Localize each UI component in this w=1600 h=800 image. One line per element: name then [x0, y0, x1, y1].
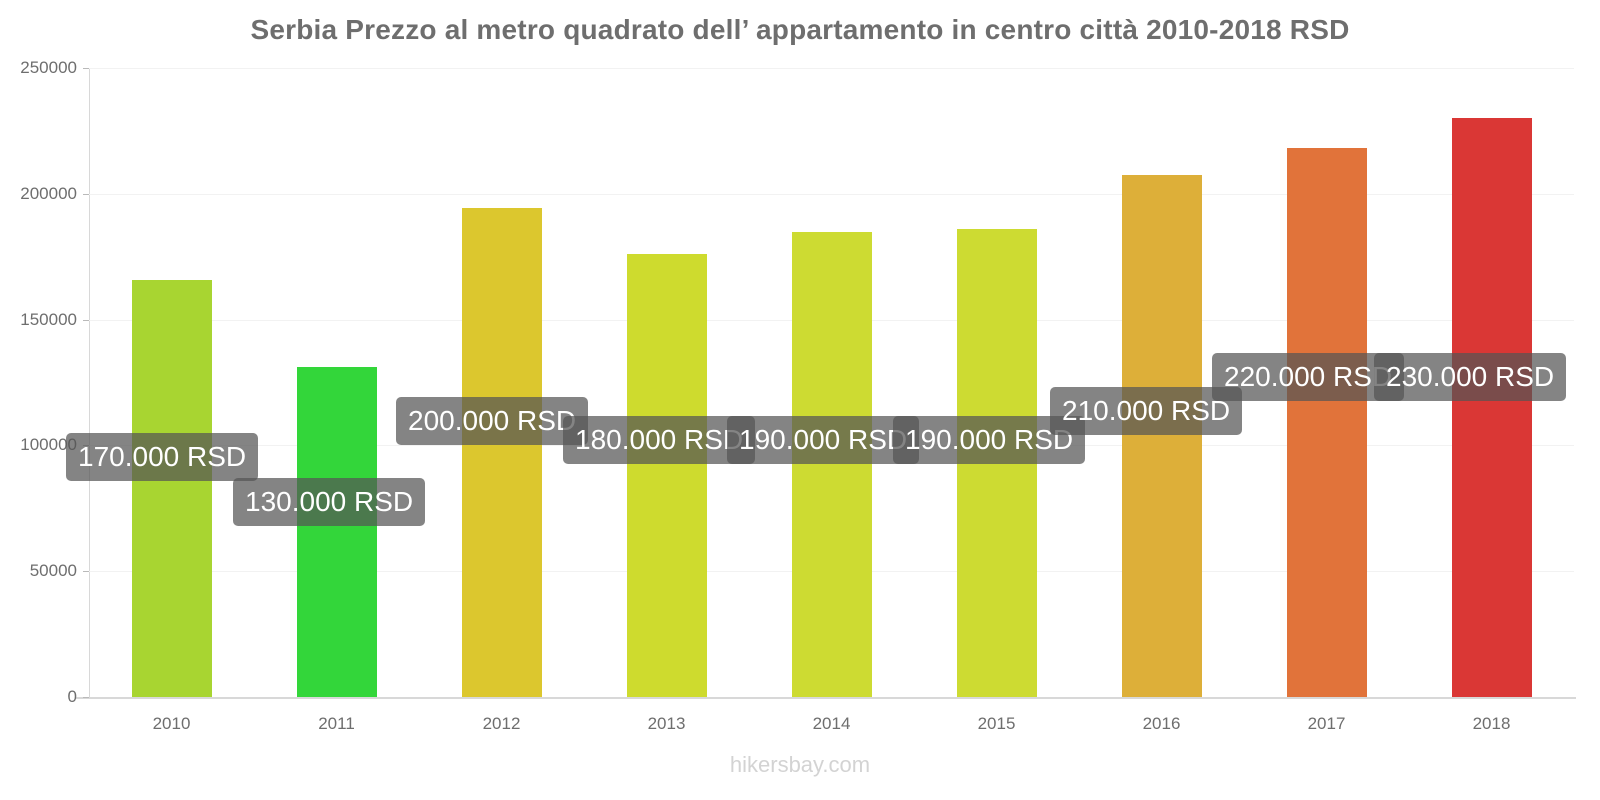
- x-axis-tick-label: 2018: [1472, 714, 1511, 733]
- x-axis-tick-label: 2012: [482, 714, 521, 733]
- x-axis-tick-label: 2014: [812, 714, 851, 733]
- y-axis-tick-label: 0: [67, 687, 77, 706]
- bar-value-label: 190.000 RSD: [893, 416, 1086, 464]
- y-axis-tick-label: 50000: [29, 561, 77, 581]
- bar[interactable]: [461, 207, 542, 697]
- y-axis-tick-mark: [83, 697, 89, 698]
- grid-line: [89, 68, 1574, 69]
- bar-value-label: 190.000 RSD: [727, 416, 920, 464]
- grid-line: [89, 193, 1574, 195]
- x-axis-tick-label: 2015: [977, 714, 1016, 733]
- bar[interactable]: [791, 232, 872, 697]
- chart-title: Serbia Prezzo al metro quadrato dell’ ap…: [250, 14, 1350, 45]
- y-axis-tick-mark: [83, 571, 89, 573]
- y-axis-tick-mark: [83, 68, 89, 69]
- bar-value-label: 170.000 RSD: [66, 433, 259, 481]
- bar-value-label: 210.000 RSD: [1050, 387, 1243, 435]
- x-axis-tick-label: 2013: [647, 714, 686, 733]
- y-axis-tick-label: 250000: [20, 58, 77, 77]
- y-axis-tick-label: 200000: [20, 183, 77, 203]
- x-axis-line: [76, 697, 1576, 699]
- bar[interactable]: [626, 253, 707, 697]
- y-axis-line: [89, 68, 90, 698]
- y-axis-tick-label: 150000: [20, 309, 77, 329]
- x-axis-tick-label: 2010: [152, 714, 191, 733]
- grid-line: [89, 697, 1574, 698]
- y-axis-tick-mark: [83, 193, 89, 195]
- bar[interactable]: [1451, 118, 1532, 697]
- bar-value-label: 220.000 RSD: [1212, 353, 1405, 401]
- x-axis-tick-label: 2011: [318, 714, 355, 733]
- y-axis-tick-label: 100000: [20, 435, 77, 455]
- bar-value-label: 130.000 RSD: [233, 478, 426, 526]
- bar-value-label: 200.000 RSD: [396, 397, 589, 445]
- bar[interactable]: [1286, 147, 1367, 697]
- bar-value-label: 230.000 RSD: [1374, 353, 1567, 401]
- source-watermark: hikersbay.com: [729, 752, 871, 777]
- x-axis-tick-label: 2017: [1307, 714, 1346, 733]
- bar[interactable]: [131, 279, 212, 697]
- x-axis-tick-label: 2016: [1142, 714, 1181, 733]
- bar[interactable]: [1121, 174, 1202, 697]
- y-axis-tick-mark: [83, 319, 89, 321]
- bar[interactable]: [296, 367, 377, 697]
- bar-value-label: 180.000 RSD: [563, 416, 756, 464]
